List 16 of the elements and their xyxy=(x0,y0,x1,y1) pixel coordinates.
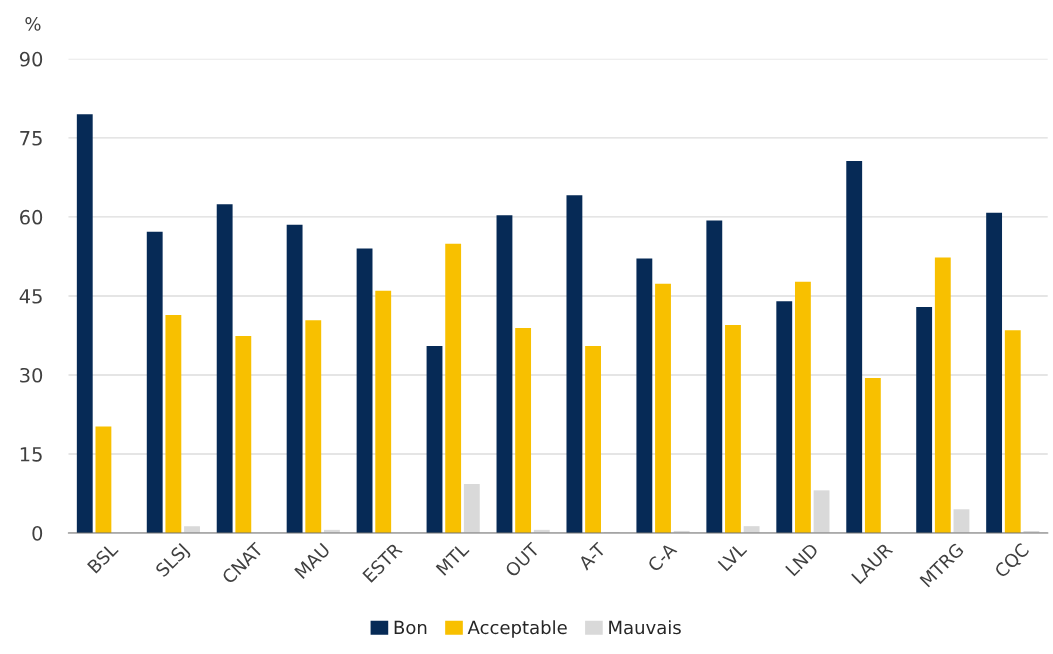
y-tick-label: 30 xyxy=(20,367,43,383)
y-tick-label: 15 xyxy=(20,447,42,462)
legend-label: Bon xyxy=(394,620,427,635)
legend-label: Mauvais xyxy=(609,620,681,635)
y-tick-label: 60 xyxy=(20,209,43,225)
y-axis-title: % xyxy=(25,17,41,31)
y-tick-label: 90 xyxy=(19,51,43,67)
legend-label: Acceptable xyxy=(467,620,567,638)
y-tick-label: 75 xyxy=(20,131,42,146)
y-tick-label: 0 xyxy=(32,525,43,541)
x-tick-label: A-T xyxy=(577,541,607,571)
x-tick-label: C-A xyxy=(646,541,678,573)
x-tick-label: BSL xyxy=(86,541,119,574)
x-tick-label: MTL xyxy=(435,541,470,576)
x-tick-label: LVL xyxy=(717,541,748,572)
y-tick-label: 45 xyxy=(19,289,42,304)
